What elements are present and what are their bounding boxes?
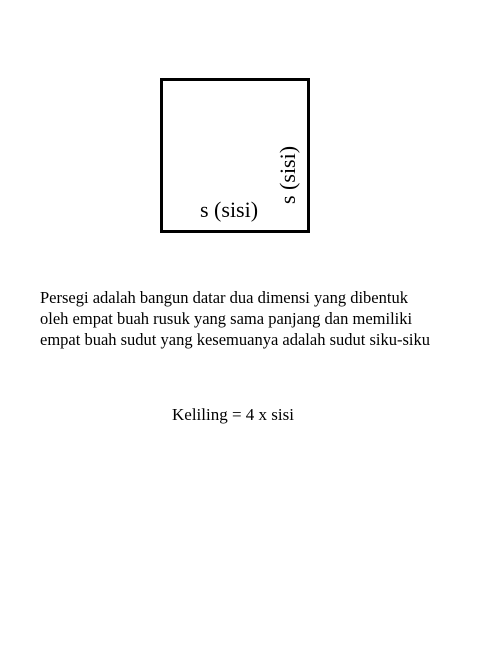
description-line: Persegi adalah bangun datar dua dimensi … [40,288,408,307]
square-shape [160,78,310,233]
description-line: oleh empat buah rusuk yang sama panjang … [40,309,413,328]
side-label-bottom: s (sisi) [200,197,259,222]
perimeter-formula: Keliling = 4 x sisi [172,405,294,424]
description-line: empat buah sudut yang kesemuanya adalah … [40,330,430,349]
description-text: Persegi adalah bangun datar dua dimensi … [40,287,460,350]
side-label-right: s (sisi) [275,145,300,204]
